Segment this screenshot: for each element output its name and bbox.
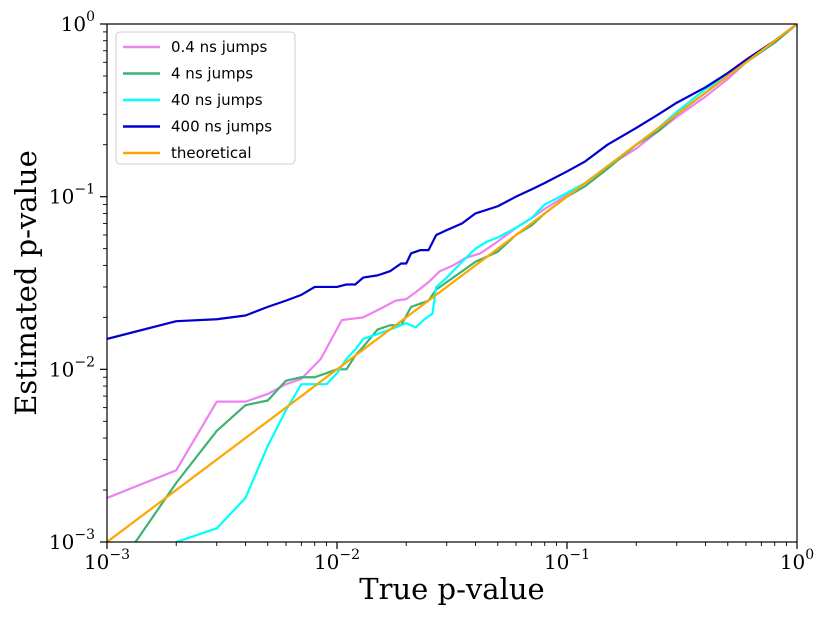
legend-label-4: 400 ns jumps xyxy=(171,118,272,136)
y-tick-label: 10−3 xyxy=(49,527,95,554)
x-axis-title: True p-value xyxy=(359,572,544,606)
legend: 0.4 ns jumps 4 ns jumps 40 ns jumps 400 ns … xyxy=(115,31,296,165)
series-line-4 xyxy=(107,24,797,340)
x-axis-tick-labels: 10−3 10−2 10−1 100 xyxy=(84,547,814,574)
y-tick-label: 100 xyxy=(61,9,95,36)
x-axis-ticks xyxy=(106,542,798,549)
x-tick-label: 10−2 xyxy=(314,547,360,574)
y-axis-tick-labels: 10−3 10−2 10−1 100 xyxy=(49,9,95,554)
y-axis-title: Estimated p-value xyxy=(9,150,43,416)
y-axis-ticks xyxy=(100,23,107,543)
series-line-2 xyxy=(134,24,797,542)
plot-frame xyxy=(106,23,798,543)
y-tick-label: 10−2 xyxy=(49,354,95,381)
legend-label-3: 40 ns jumps xyxy=(171,91,263,109)
x-tick-label: 100 xyxy=(780,547,814,574)
legend-label-1: 0.4 ns jumps xyxy=(171,38,268,56)
y-tick-label: 10−1 xyxy=(49,182,95,209)
x-tick-label: 10−3 xyxy=(84,547,130,574)
series-line-5 xyxy=(107,24,797,542)
x-tick-label: 10−1 xyxy=(544,547,590,574)
legend-label-2: 4 ns jumps xyxy=(171,65,253,83)
legend-box xyxy=(115,31,296,165)
legend-label-5: theoretical xyxy=(171,144,252,162)
series-layer xyxy=(107,24,797,542)
